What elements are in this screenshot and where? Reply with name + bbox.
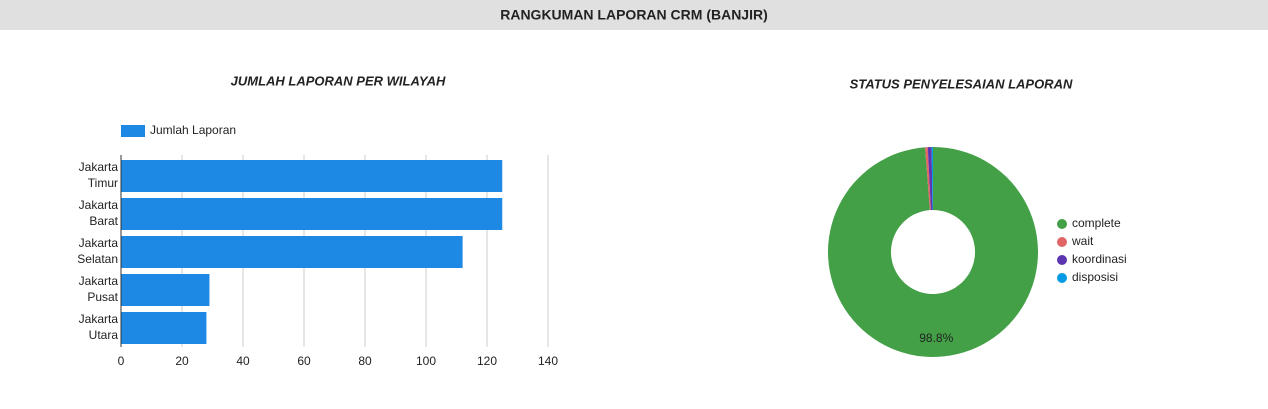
legend-marker <box>1057 237 1067 247</box>
legend-label: complete <box>1072 216 1121 230</box>
page-title: RANGKUMAN LAPORAN CRM (BANJIR) <box>500 7 768 23</box>
chart-title: JUMLAH LAPORAN PER WILAYAH <box>231 73 446 88</box>
x-tick-label: 40 <box>236 354 250 368</box>
legend-marker <box>1057 255 1067 265</box>
legend-label: koordinasi <box>1072 252 1127 266</box>
donut-slice <box>827 147 1038 357</box>
legend-label: wait <box>1071 234 1094 248</box>
bar <box>121 198 503 230</box>
donut-slice <box>931 147 933 211</box>
header-bar <box>0 0 1268 30</box>
donut-slice <box>927 147 933 211</box>
y-tick-label: Jakarta Selatan <box>77 236 118 266</box>
x-tick-label: 60 <box>297 354 311 368</box>
legend-marker <box>1057 273 1067 283</box>
data-label: 98.8% <box>919 331 953 345</box>
donut-slice <box>925 147 931 211</box>
y-tick-label: Jakarta Pusat <box>79 274 119 304</box>
bar <box>121 312 207 344</box>
legend-label: disposisi <box>1072 270 1118 284</box>
bar <box>121 274 210 306</box>
x-tick-label: 0 <box>118 354 125 368</box>
x-tick-label: 20 <box>175 354 189 368</box>
x-tick-label: 140 <box>538 354 558 368</box>
legend-swatch <box>121 125 145 137</box>
y-tick-label: Jakarta Utara <box>79 312 119 342</box>
y-tick-label: Jakarta Barat <box>79 198 119 228</box>
x-tick-label: 100 <box>416 354 436 368</box>
legend-label: Jumlah Laporan <box>150 123 236 137</box>
bar <box>121 236 463 268</box>
x-tick-label: 80 <box>358 354 372 368</box>
y-tick-label: Jakarta Timur <box>79 160 119 190</box>
x-tick-label: 120 <box>477 354 497 368</box>
chart-title: STATUS PENYELESAIAN LAPORAN <box>850 76 1073 91</box>
legend-marker <box>1057 219 1067 229</box>
bar <box>121 160 503 192</box>
